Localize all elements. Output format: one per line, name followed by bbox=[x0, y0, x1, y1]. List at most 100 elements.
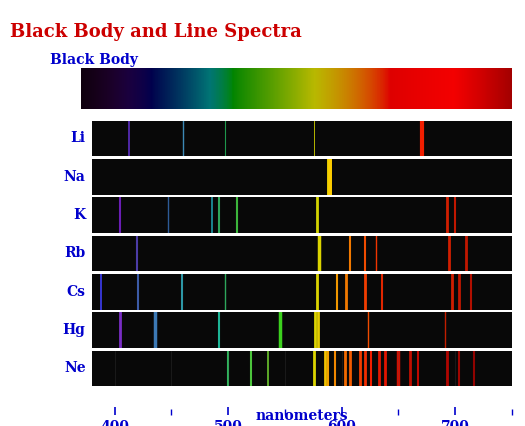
Bar bbox=[493, 68, 494, 109]
Bar bbox=[232, 68, 233, 109]
Bar bbox=[355, 68, 356, 109]
Bar bbox=[311, 68, 312, 109]
Bar bbox=[287, 68, 288, 109]
Bar bbox=[244, 68, 245, 109]
Bar bbox=[284, 68, 285, 109]
Bar bbox=[394, 68, 395, 109]
Bar bbox=[138, 68, 139, 109]
Bar bbox=[125, 68, 126, 109]
Bar bbox=[121, 68, 122, 109]
Bar bbox=[219, 68, 220, 109]
Bar bbox=[484, 68, 485, 109]
Bar bbox=[360, 68, 361, 109]
Bar bbox=[186, 68, 187, 109]
Bar bbox=[213, 68, 214, 109]
Bar bbox=[353, 68, 354, 109]
Bar bbox=[373, 68, 374, 109]
Bar bbox=[483, 68, 484, 109]
Bar bbox=[411, 68, 412, 109]
Bar bbox=[335, 68, 336, 109]
Bar bbox=[153, 68, 154, 109]
Bar bbox=[268, 68, 269, 109]
Bar bbox=[458, 68, 459, 109]
Bar bbox=[131, 68, 132, 109]
Bar bbox=[444, 68, 445, 109]
Bar bbox=[305, 68, 306, 109]
Bar bbox=[310, 68, 311, 109]
Bar bbox=[385, 68, 386, 109]
Bar bbox=[181, 68, 182, 109]
Bar bbox=[350, 68, 351, 109]
Bar bbox=[443, 68, 444, 109]
Bar bbox=[378, 68, 379, 109]
Bar bbox=[246, 68, 247, 109]
Bar bbox=[111, 68, 112, 109]
Bar bbox=[180, 68, 181, 109]
Bar bbox=[208, 68, 209, 109]
Bar bbox=[173, 68, 174, 109]
Text: Black Body: Black Body bbox=[50, 53, 138, 67]
Bar bbox=[401, 68, 402, 109]
Bar bbox=[482, 68, 483, 109]
Bar bbox=[218, 68, 219, 109]
Bar bbox=[83, 68, 84, 109]
Bar bbox=[465, 68, 466, 109]
Text: Li: Li bbox=[70, 132, 86, 145]
Bar bbox=[495, 68, 496, 109]
Bar bbox=[164, 68, 165, 109]
Bar bbox=[304, 68, 305, 109]
Bar bbox=[85, 68, 86, 109]
Bar bbox=[371, 68, 372, 109]
Bar bbox=[325, 68, 326, 109]
Bar bbox=[320, 68, 321, 109]
Bar bbox=[147, 68, 148, 109]
Bar bbox=[132, 68, 133, 109]
Bar bbox=[260, 68, 261, 109]
Bar bbox=[285, 68, 286, 109]
Bar bbox=[446, 68, 447, 109]
Bar bbox=[504, 68, 505, 109]
Bar bbox=[479, 68, 480, 109]
Bar bbox=[398, 68, 399, 109]
Bar bbox=[416, 68, 417, 109]
Bar bbox=[437, 68, 438, 109]
Bar bbox=[290, 68, 291, 109]
Bar bbox=[433, 68, 434, 109]
Bar bbox=[157, 68, 158, 109]
Bar bbox=[344, 68, 345, 109]
Bar bbox=[417, 68, 418, 109]
Bar bbox=[470, 68, 471, 109]
Bar bbox=[289, 68, 290, 109]
Bar bbox=[230, 68, 231, 109]
Bar bbox=[113, 68, 114, 109]
Bar bbox=[459, 68, 460, 109]
Bar bbox=[323, 68, 324, 109]
Bar bbox=[185, 68, 186, 109]
Bar bbox=[209, 68, 210, 109]
Bar bbox=[288, 68, 289, 109]
Bar bbox=[294, 68, 295, 109]
Bar bbox=[261, 68, 262, 109]
Text: Na: Na bbox=[64, 170, 86, 184]
Bar bbox=[156, 68, 157, 109]
Bar bbox=[159, 68, 160, 109]
Bar bbox=[308, 68, 309, 109]
Bar bbox=[485, 68, 486, 109]
Bar bbox=[501, 68, 502, 109]
Bar bbox=[92, 68, 93, 109]
Bar bbox=[467, 68, 468, 109]
Bar bbox=[267, 68, 268, 109]
Bar bbox=[368, 68, 369, 109]
Bar bbox=[295, 68, 296, 109]
Bar bbox=[231, 68, 232, 109]
Bar bbox=[447, 68, 448, 109]
Bar bbox=[494, 68, 495, 109]
Bar bbox=[227, 68, 228, 109]
Bar bbox=[490, 68, 491, 109]
Bar bbox=[293, 68, 294, 109]
Bar bbox=[191, 68, 192, 109]
Text: K: K bbox=[74, 208, 86, 222]
Bar bbox=[82, 68, 83, 109]
Bar bbox=[342, 68, 343, 109]
Bar bbox=[166, 68, 167, 109]
